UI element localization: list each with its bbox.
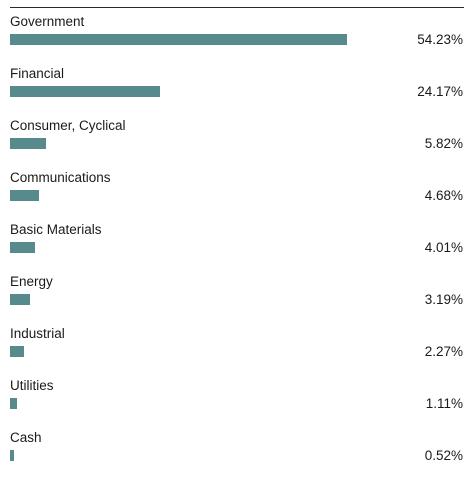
bar-row: Consumer, Cyclical 5.82% <box>0 118 466 170</box>
value-label: 2.27% <box>424 344 463 359</box>
value-label: 4.68% <box>424 188 463 203</box>
sector-allocation-chart: Government 54.23% Financial 24.17% Consumer,… <box>0 7 466 463</box>
bar <box>10 398 17 409</box>
value-label: 0.52% <box>424 448 463 463</box>
category-label: Utilities <box>10 378 54 393</box>
category-label: Cash <box>10 430 42 445</box>
top-divider <box>10 7 464 8</box>
category-label: Energy <box>10 274 53 289</box>
value-label: 24.17% <box>417 84 463 99</box>
bar <box>10 450 14 461</box>
bar <box>10 86 161 97</box>
category-label: Financial <box>10 66 65 81</box>
category-label: Consumer, Cyclical <box>10 118 126 133</box>
bar-row: Energy 3.19% <box>0 274 466 326</box>
bar <box>10 242 35 253</box>
bar-row: Utilities 1.11% <box>0 378 466 430</box>
category-label: Communications <box>10 170 111 185</box>
bar-row: Communications 4.68% <box>0 170 466 222</box>
bar-row: Government 54.23% <box>0 14 466 66</box>
category-label: Basic Materials <box>10 222 102 237</box>
bar-row: Basic Materials 4.01% <box>0 222 466 274</box>
bar-row: Industrial 2.27% <box>0 326 466 378</box>
bar <box>10 138 47 149</box>
bar <box>10 190 40 201</box>
bar-row: Cash 0.52% <box>0 430 466 482</box>
value-label: 3.19% <box>424 292 463 307</box>
bar <box>10 34 347 45</box>
category-label: Industrial <box>10 326 65 341</box>
value-label: 4.01% <box>424 240 463 255</box>
category-label: Government <box>10 14 85 29</box>
value-label: 1.11% <box>425 396 463 411</box>
bar <box>10 346 25 357</box>
bar-row: Financial 24.17% <box>0 66 466 118</box>
value-label: 54.23% <box>417 32 463 47</box>
bar <box>10 294 30 305</box>
value-label: 5.82% <box>424 136 463 151</box>
